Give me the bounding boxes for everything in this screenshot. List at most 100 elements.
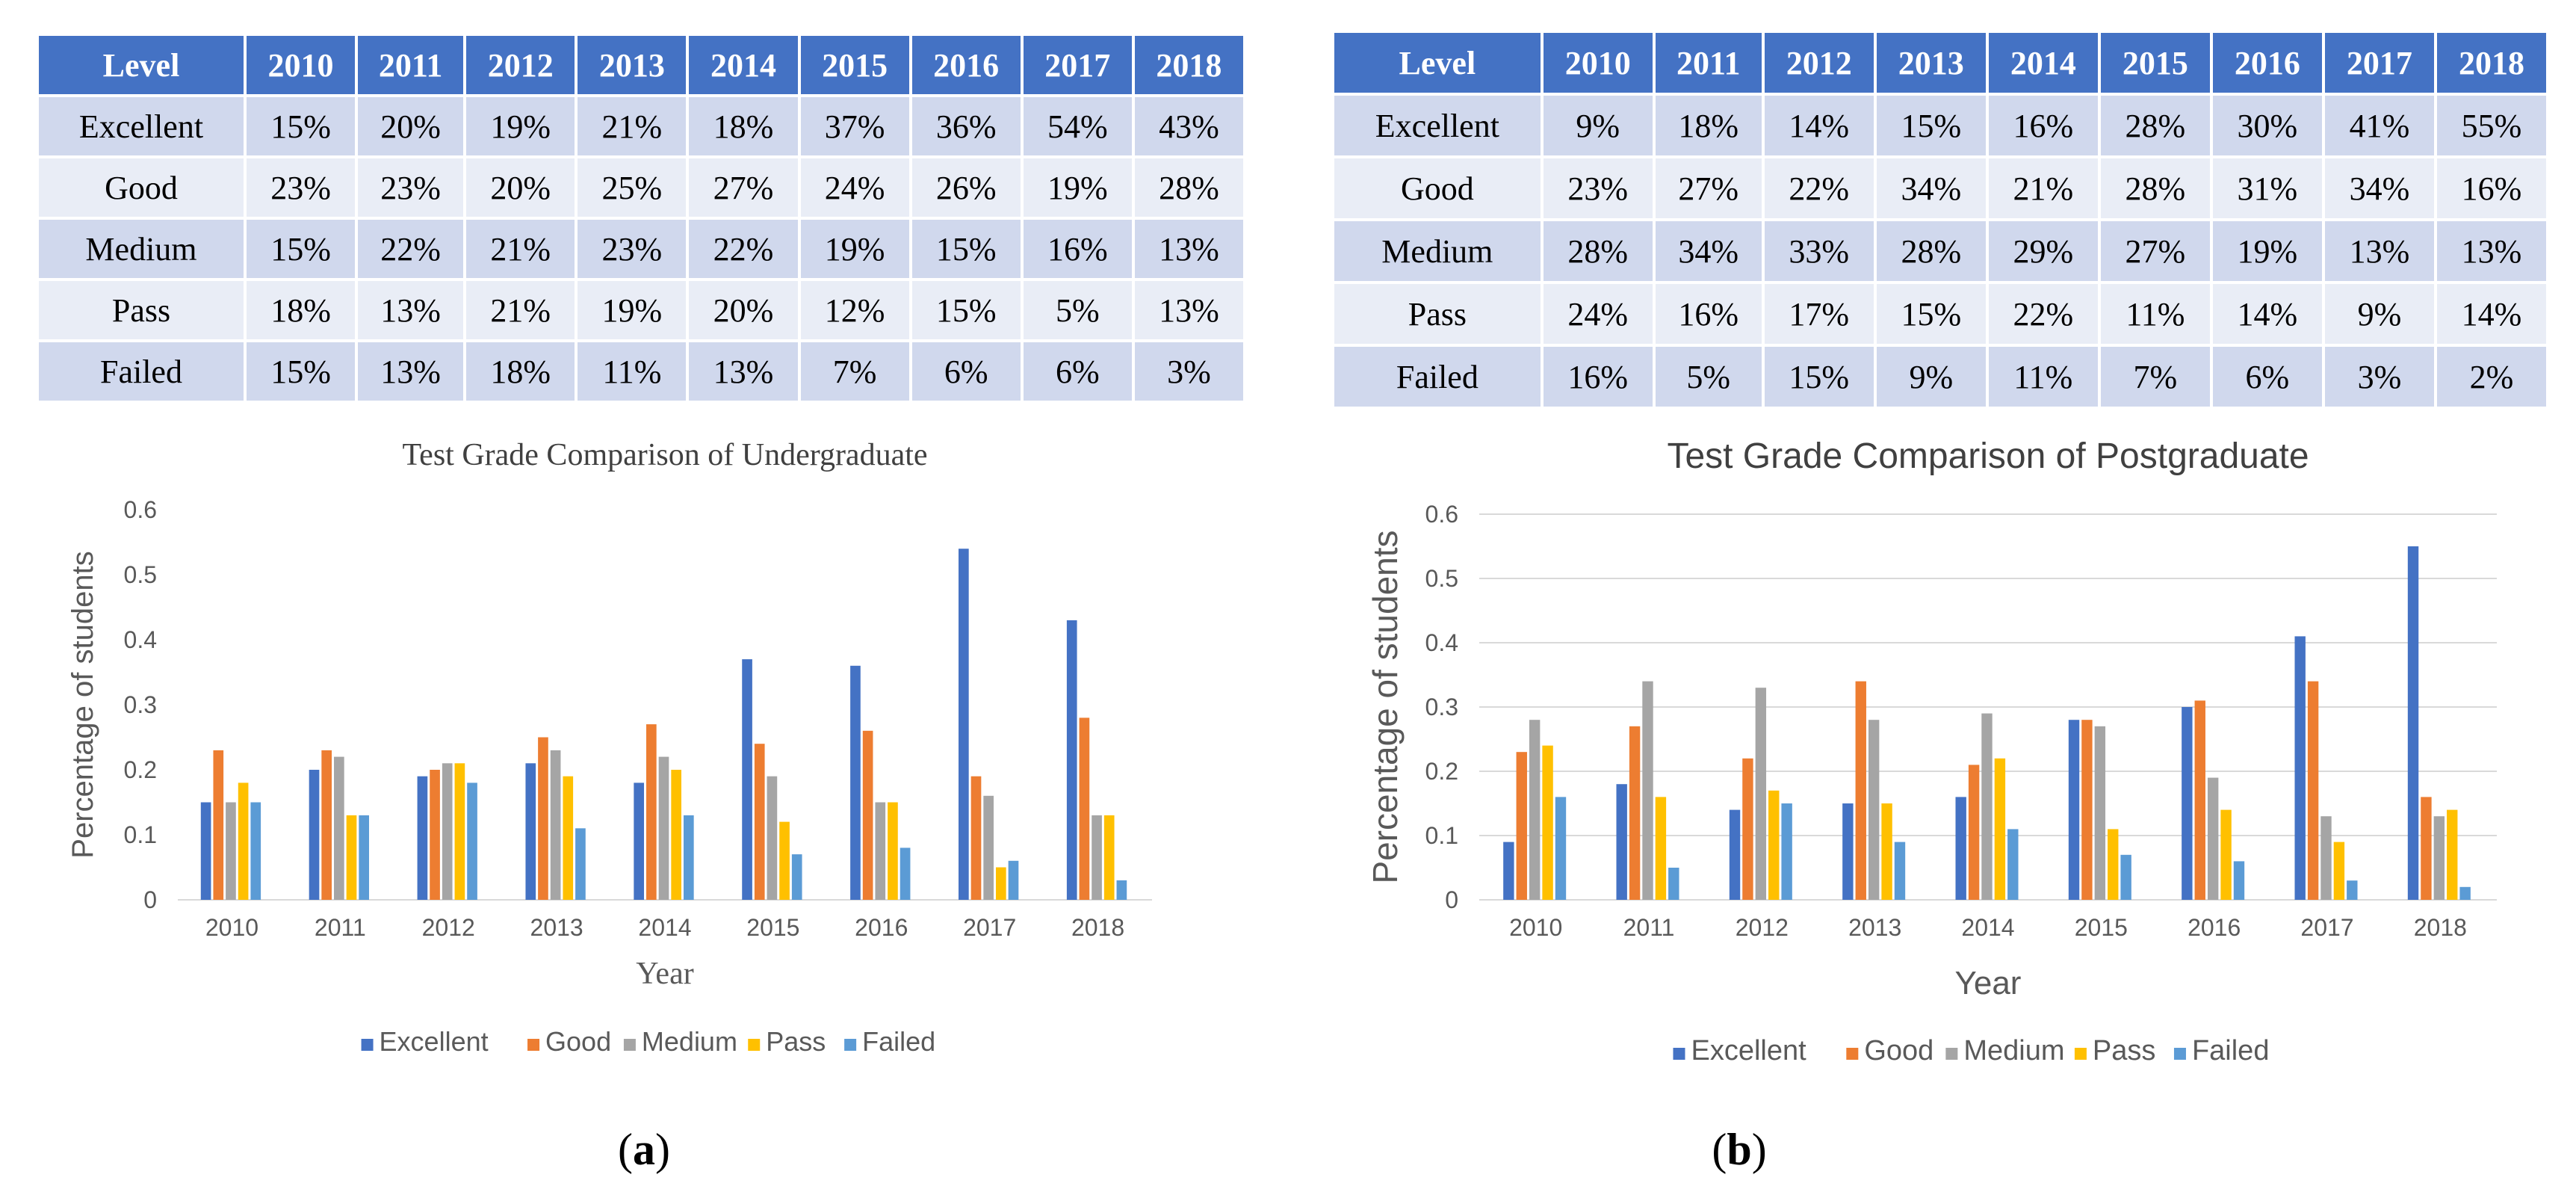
x-tick-label: 2014 (638, 914, 691, 941)
x-tick-label: 2011 (315, 914, 366, 941)
table-cell: 16% (1988, 96, 2098, 155)
postgraduate-grade-table: Level 2010 2011 2012 2013 2014 2015 2016… (1331, 30, 2549, 410)
table-cell: 6% (911, 342, 1021, 401)
chart-title: Test Grade Comparison of Undergraduate (402, 438, 927, 472)
bar-excellent-2017 (2294, 636, 2306, 900)
bar-failed-2013 (575, 828, 586, 900)
level-cell: Medium (39, 220, 244, 278)
legend: Excellent Good Medium Pass Failed (1673, 1035, 2269, 1066)
table-cell: 14% (2436, 284, 2546, 344)
panel-postgraduate: Level 2010 2011 2012 2013 2014 2015 2016… (1288, 0, 2576, 1204)
x-axis-label: Year (1955, 965, 2022, 1001)
header-cell: Level (39, 36, 244, 94)
legend-swatch-good (527, 1039, 540, 1051)
table-cell: 41% (2324, 96, 2434, 155)
bar-failed-2018 (2459, 886, 2471, 900)
header-cell: 2011 (1655, 33, 1762, 93)
bar-medium-2016 (2207, 777, 2219, 900)
x-tick-label: 2017 (2300, 914, 2353, 941)
bar-good-2012 (1742, 758, 1753, 900)
table-cell: 2% (2436, 347, 2546, 407)
table-cell: 27% (1655, 158, 1762, 218)
bar-pass-2018 (1103, 815, 1115, 900)
level-cell: Good (39, 158, 244, 217)
header-cell: 2015 (800, 36, 909, 94)
x-tick-label: 2015 (746, 914, 799, 941)
level-cell: Excellent (39, 97, 244, 155)
caption-a: (a) (618, 1125, 670, 1174)
table-cell: 31% (2212, 158, 2322, 218)
table-cell: 13% (2324, 221, 2434, 281)
table-cell: 21% (466, 281, 575, 339)
legend-label-good: Good (1864, 1035, 1933, 1066)
table-cell: 19% (466, 97, 575, 155)
table-cell: 21% (466, 220, 575, 278)
table-cell: 18% (689, 97, 798, 155)
y-tick-label: 0.4 (124, 626, 157, 653)
table-cell: 28% (2100, 158, 2210, 218)
table-cell: 16% (1023, 220, 1132, 278)
bar-medium-2017 (983, 795, 994, 900)
legend-swatch-medium (1945, 1048, 1958, 1060)
bar-good-2010 (213, 750, 224, 900)
table-cell: 28% (1134, 158, 1243, 217)
bar-excellent-2014 (634, 782, 645, 900)
bar-pass-2012 (454, 763, 465, 900)
x-tick-label: 2012 (422, 914, 475, 941)
header-cell: 2017 (1023, 36, 1132, 94)
bar-failed-2014 (683, 815, 694, 900)
x-axis-label: Year (636, 957, 693, 991)
legend-label-failed: Failed (2192, 1035, 2270, 1066)
table-row: Pass 18% 13% 21% 19% 20% 12% 15% 5% 13% (39, 281, 1243, 339)
level-cell: Pass (1334, 284, 1541, 344)
bar-excellent-2016 (850, 665, 861, 900)
table-cell: 28% (1543, 221, 1653, 281)
bar-medium-2012 (1755, 688, 1767, 900)
header-cell: 2013 (1876, 33, 1986, 93)
table-cell: 54% (1023, 97, 1132, 155)
table-cell: 33% (1764, 221, 1874, 281)
table-cell: 25% (578, 158, 687, 217)
panel-undergraduate: Level 2010 2011 2012 2013 2014 2015 2016… (39, 36, 1243, 1174)
bar-failed-2011 (1668, 868, 1679, 900)
table-cell: 24% (1543, 284, 1653, 344)
level-cell: Good (1334, 158, 1541, 218)
bar-excellent-2010 (1503, 842, 1514, 900)
caption-b: (b) (1712, 1125, 1767, 1174)
table-cell: 11% (1988, 347, 2098, 407)
table-cell: 13% (358, 281, 464, 339)
bar-pass-2016 (888, 802, 898, 900)
table-cell: 24% (800, 158, 909, 217)
bar-medium-2012 (442, 763, 453, 900)
header-cell: 2010 (1543, 33, 1653, 93)
y-tick-label: 0 (143, 886, 157, 913)
header-cell: 2018 (2436, 33, 2546, 93)
table-cell: 17% (1764, 284, 1874, 344)
table-cell: 13% (1134, 220, 1243, 278)
bar-excellent-2018 (1066, 620, 1077, 900)
bar-medium-2011 (334, 756, 344, 900)
legend-swatch-failed (2173, 1048, 2186, 1060)
bar-failed-2016 (2233, 861, 2245, 900)
bar-good-2015 (754, 744, 765, 900)
bar-failed-2017 (1008, 860, 1019, 900)
header-cell: 2018 (1134, 36, 1243, 94)
table-row: Good 23% 23% 20% 25% 27% 24% 26% 19% 28% (39, 158, 1243, 217)
bar-excellent-2017 (959, 549, 969, 900)
x-tick-label: 2010 (205, 914, 258, 941)
bar-pass-2017 (2333, 842, 2345, 900)
table-cell: 11% (578, 342, 687, 401)
table-cell: 14% (2212, 284, 2322, 344)
x-tick-label: 2010 (1509, 914, 1562, 941)
legend-swatch-pass (2074, 1048, 2087, 1060)
x-tick-label: 2018 (2414, 914, 2467, 941)
y-tick-label: 0.6 (124, 496, 157, 523)
undergraduate-bar-chart: Test Grade Comparison of Undergraduate 0 0… (66, 438, 1152, 1057)
table-cell: 16% (1655, 284, 1762, 344)
bar-excellent-2015 (742, 659, 752, 900)
legend-swatch-excellent (1673, 1048, 1685, 1060)
bar-pass-2010 (1542, 745, 1553, 900)
bar-good-2014 (646, 724, 657, 900)
table-cell: 9% (2324, 284, 2434, 344)
y-tick-label: 0.6 (1425, 501, 1458, 528)
